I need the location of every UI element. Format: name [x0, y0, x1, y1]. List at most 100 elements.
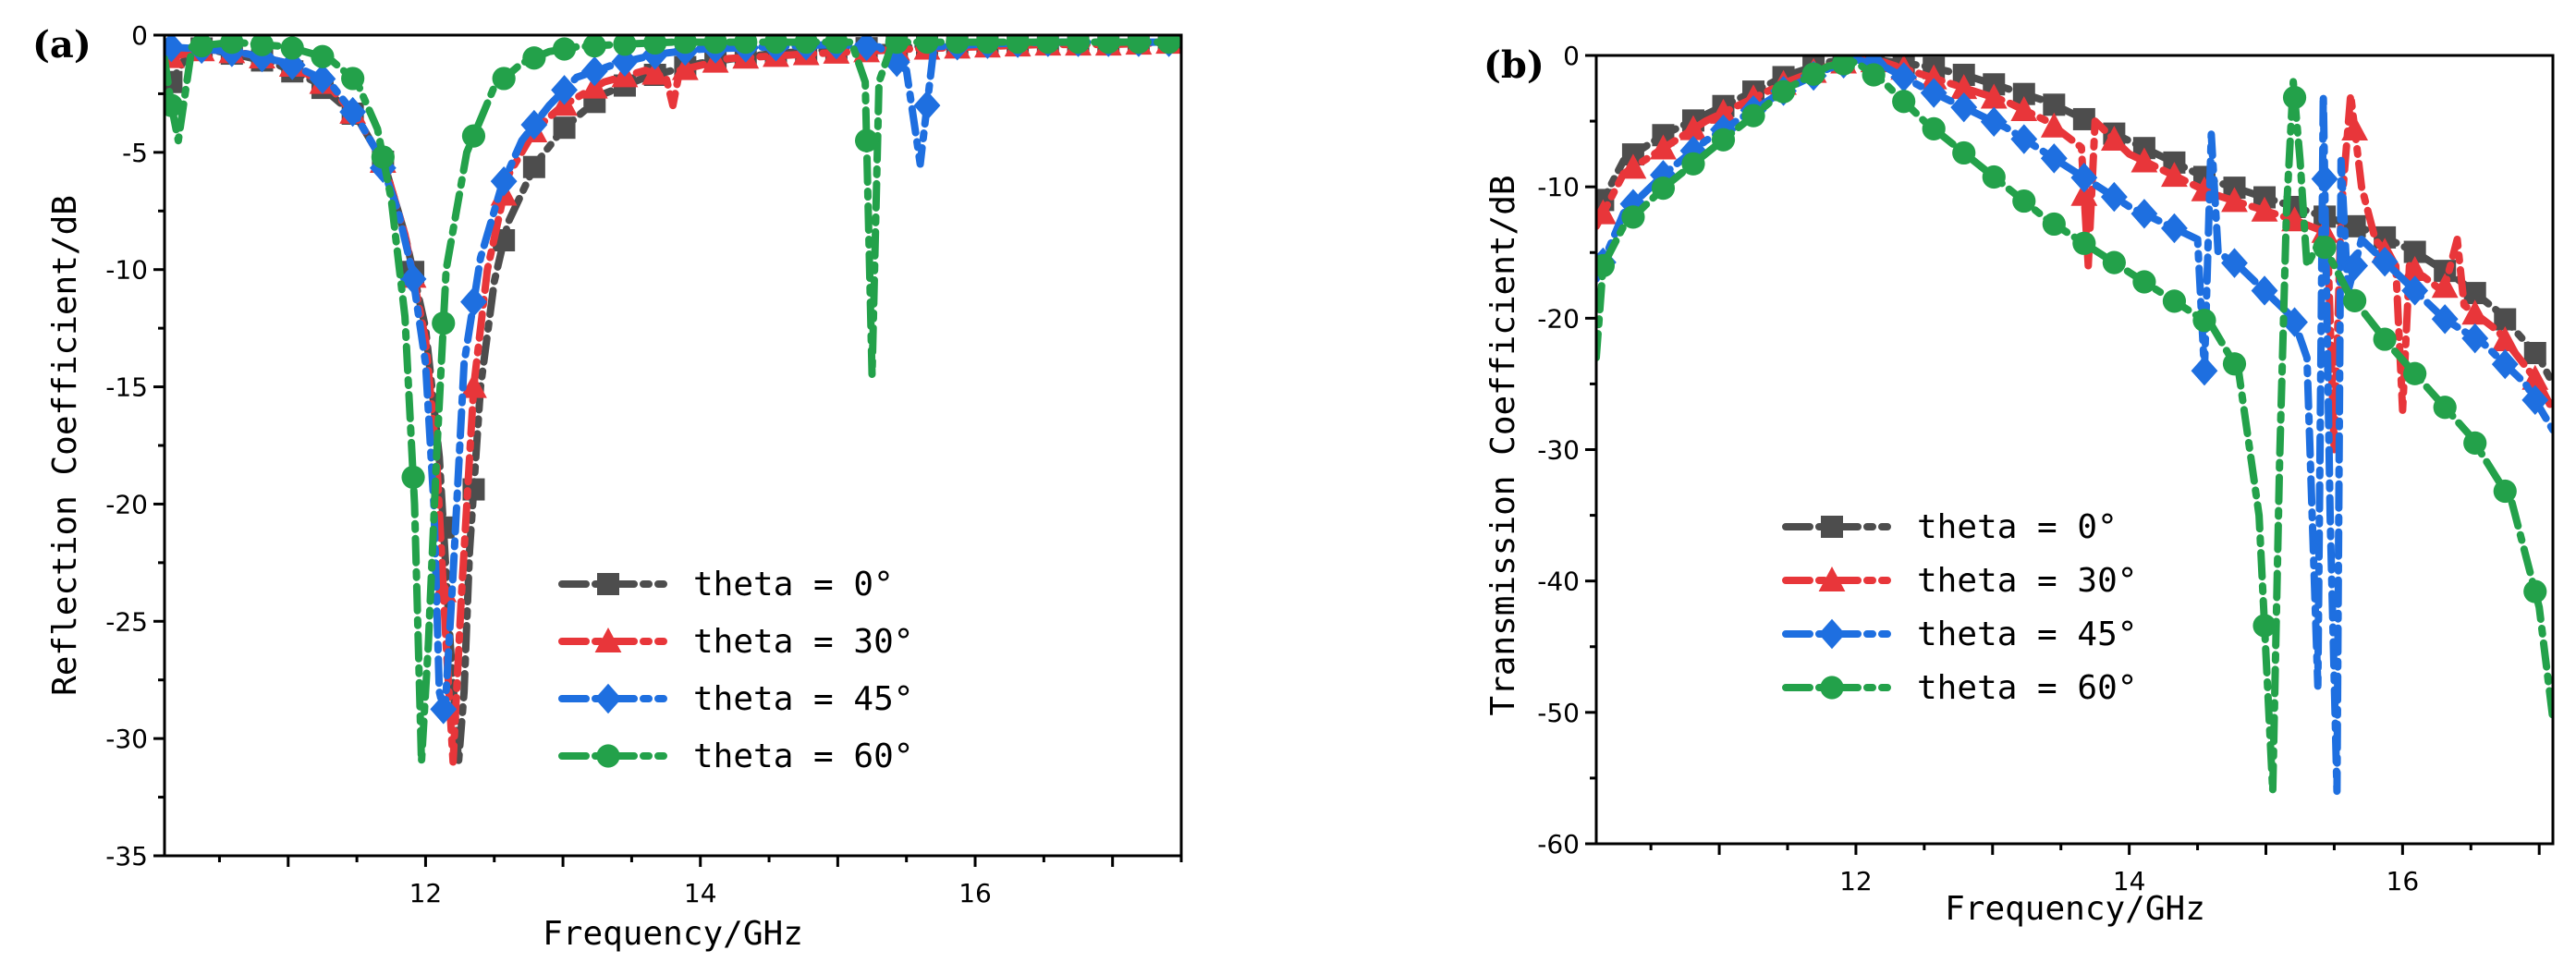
series-marker	[2040, 112, 2068, 138]
series-marker	[522, 155, 545, 178]
y-tick-label: 0	[1563, 41, 1580, 71]
series-marker	[2252, 614, 2277, 638]
series-marker	[671, 55, 699, 80]
x-tick-label: 16	[958, 878, 992, 908]
series-marker	[2222, 352, 2247, 376]
series-marker	[1801, 62, 1825, 86]
series-marker	[2373, 327, 2397, 351]
series-marker	[2282, 85, 2307, 110]
series-marker	[2132, 270, 2156, 294]
legend-label: theta = 0°	[693, 566, 894, 603]
series-marker	[1920, 64, 1947, 90]
plot-frame	[163, 33, 1183, 858]
series-marker	[189, 35, 214, 58]
series-marker	[2040, 143, 2068, 174]
series-marker	[2491, 348, 2519, 380]
panel-label: (b)	[1483, 43, 1544, 87]
series-marker	[2100, 181, 2128, 213]
series-marker	[824, 35, 848, 55]
series-marker	[1862, 63, 1886, 87]
series-marker	[1982, 165, 2006, 189]
series-marker	[582, 35, 606, 58]
y-tick-label: -10	[1537, 172, 1580, 202]
series-marker	[1157, 35, 1181, 55]
series-marker	[703, 35, 727, 55]
series-marker	[165, 35, 185, 63]
series-marker	[1096, 35, 1120, 55]
legend-label: theta = 0°	[1917, 508, 2118, 546]
legend-item: theta = 0°	[558, 566, 894, 603]
x-tick-label: 12	[1839, 866, 1873, 896]
series-marker	[2191, 356, 2218, 386]
series-marker	[1950, 91, 1978, 123]
series-marker	[1771, 79, 1796, 104]
series-marker	[641, 59, 669, 85]
legend-item: theta = 45°	[558, 680, 913, 718]
series-line	[165, 38, 1181, 766]
series-marker	[1619, 153, 1647, 179]
y-tick-label: -15	[105, 372, 148, 403]
y-tick-label: -30	[105, 724, 148, 754]
series-marker	[673, 35, 697, 55]
series-marker	[520, 109, 548, 140]
series-marker	[339, 96, 367, 128]
series-marker	[2221, 248, 2248, 278]
series-marker	[2311, 164, 2338, 194]
series-marker	[460, 286, 487, 317]
y-tick-label: -25	[105, 606, 148, 637]
legend: theta = 0° theta = 30° theta = 45° theta = …	[558, 566, 913, 775]
series-marker	[1127, 35, 1151, 55]
series-1	[165, 35, 1181, 766]
x-tick-label: 12	[409, 878, 443, 908]
y-tick-label: -50	[1537, 698, 1580, 728]
series-marker	[763, 35, 788, 55]
series-marker	[432, 311, 456, 335]
legend-marker	[597, 573, 619, 595]
series-marker	[1741, 104, 1765, 128]
series-marker	[490, 165, 518, 197]
panel-label: (a)	[32, 23, 92, 67]
series-marker	[2521, 384, 2549, 416]
series-marker	[2281, 307, 2308, 337]
legend-marker	[596, 744, 620, 768]
series-marker	[2221, 187, 2248, 213]
series-marker	[2523, 342, 2546, 365]
series-marker	[1711, 128, 1736, 152]
legend-item: theta = 30°	[558, 623, 913, 661]
series-line	[165, 38, 1181, 766]
series-marker	[580, 55, 608, 87]
panel-2: 12 14 16 0 -10 -20 -30 -40 -50 -60 (b) Frequency/GH…	[1483, 41, 2555, 928]
legend-marker	[594, 683, 622, 714]
series-marker	[461, 124, 486, 148]
series-3	[165, 35, 1181, 725]
series-marker	[2251, 196, 2278, 222]
y-tick-label: -40	[1537, 567, 1580, 597]
legend-label: theta = 45°	[693, 680, 913, 718]
legend-marker	[1821, 516, 1843, 538]
legend-label: theta = 30°	[1917, 562, 2137, 600]
series-marker	[341, 67, 365, 91]
series-marker	[2401, 275, 2429, 306]
series-marker	[2130, 199, 2158, 229]
x-axis-title: Frequency/GHz	[543, 915, 803, 953]
y-tick-label: 0	[131, 20, 148, 51]
series-marker	[399, 263, 427, 295]
series-marker	[2070, 180, 2098, 206]
series-marker	[1066, 35, 1091, 55]
series-marker	[1006, 35, 1030, 55]
y-tick-label: -60	[1537, 829, 1580, 859]
x-axis-title: Frequency/GHz	[1945, 890, 2205, 928]
legend-label: theta = 45°	[1917, 615, 2137, 653]
legend-marker	[1818, 618, 1846, 650]
series-marker	[2523, 579, 2547, 603]
series-marker	[551, 75, 578, 105]
series-marker	[401, 465, 425, 490]
series-marker	[220, 35, 244, 55]
series-marker	[1980, 106, 2008, 137]
series-marker	[2043, 93, 2066, 116]
series-line	[1596, 58, 2553, 796]
series-marker	[1679, 135, 1707, 166]
series-marker	[309, 64, 336, 94]
series-marker	[2341, 115, 2369, 140]
